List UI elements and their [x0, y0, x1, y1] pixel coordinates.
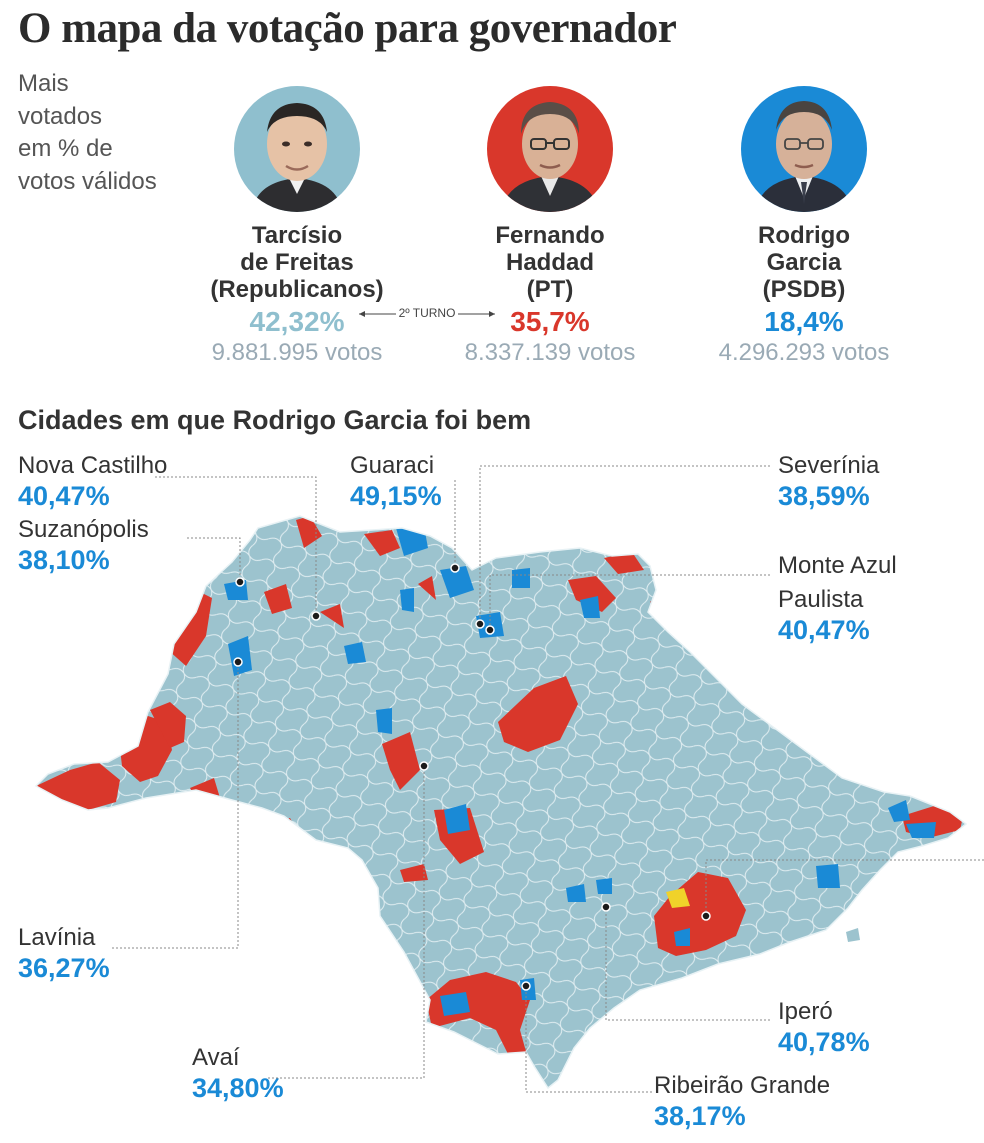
candidate-name: Fernando Haddad (PT)	[420, 222, 680, 303]
candidate-votes: 9.881.995 votos	[211, 339, 383, 366]
name-line: (Republicanos)	[210, 276, 384, 303]
candidate-photo	[487, 86, 613, 212]
city-name: Suzanópolis	[18, 516, 149, 543]
city-label-guaraci: Guaraci 49,15%	[350, 452, 442, 512]
city-name: Monte Azul	[778, 552, 897, 579]
name-line: Tarcísio	[251, 222, 343, 249]
city-value: 38,59%	[778, 481, 870, 511]
city-label-severinia: Severínia 38,59%	[778, 452, 879, 512]
candidate-haddad: Fernando Haddad (PT) 35,7% 8.337.139 vot…	[420, 86, 680, 367]
name-line: de Freitas	[240, 249, 354, 276]
candidate-votes: 8.337.139 votos	[464, 339, 636, 366]
name-line: Haddad	[505, 249, 594, 276]
candidate-percent: 18,4%	[764, 306, 844, 337]
name-line: Rodrigo	[758, 222, 850, 249]
map-area: Nova Castilho 40,47% Guaraci 49,15% Seve…	[0, 440, 984, 1143]
city-value: 38,17%	[654, 1101, 746, 1131]
other-regions	[666, 888, 690, 908]
subtitle-line: em % de	[18, 135, 113, 162]
city-name-line2: Paulista	[778, 586, 864, 613]
city-label-nova-castilho: Nova Castilho 40,47%	[18, 452, 167, 512]
sao-paulo-map	[35, 465, 984, 1093]
city-value: 40,47%	[18, 481, 110, 511]
garcia-regions	[224, 526, 936, 1016]
city-value: 34,80%	[192, 1073, 284, 1103]
city-name: Nova Castilho	[18, 452, 168, 479]
candidate-tarcisio: Tarcísio de Freitas (Republicanos) 42,32…	[167, 86, 427, 367]
name-line: Garcia	[766, 249, 842, 276]
city-label-lavinia: Lavínia 36,27%	[18, 924, 110, 984]
name-line: Fernando	[495, 222, 605, 249]
city-value: 49,15%	[350, 481, 442, 511]
city-name: Ribeirão Grande	[654, 1072, 831, 1099]
page-title: O mapa da votação para governador	[18, 5, 677, 52]
city-value: 36,27%	[18, 953, 110, 983]
second-round-label: 2º TURNO	[395, 306, 459, 320]
city-markers	[233, 563, 711, 991]
candidate-percent: 35,7%	[510, 306, 590, 337]
city-label-ipero: Iperó 40,78%	[778, 998, 870, 1058]
city-name: Guaraci	[350, 452, 435, 479]
city-label-suzanopolis: Suzanópolis 38,10%	[18, 516, 149, 576]
leader-lines	[112, 465, 984, 1093]
candidate-name: Rodrigo Garcia (PSDB)	[674, 222, 934, 303]
city-value: 40,47%	[778, 615, 870, 645]
subtitle-line: Mais	[18, 70, 69, 97]
city-label-ribeirao-grande: Ribeirão Grande 38,17%	[654, 1072, 830, 1132]
candidate-percent: 42,32%	[249, 306, 345, 337]
city-name: Lavínia	[18, 924, 96, 951]
candidate-photo	[741, 86, 867, 212]
second-round-indicator: 2º TURNO	[357, 305, 497, 325]
candidate-name: Tarcísio de Freitas (Republicanos)	[167, 222, 427, 303]
subtitle: Mais votados em % de votos válidos	[18, 68, 193, 198]
city-value: 38,10%	[18, 545, 110, 575]
candidate-votes: 4.296.293 votos	[718, 339, 890, 366]
city-value: 40,78%	[778, 1027, 870, 1057]
subtitle-line: votos válidos	[18, 167, 157, 195]
subtitle-line: votados	[18, 102, 103, 130]
city-name: Avaí	[192, 1044, 240, 1071]
name-line: (PT)	[526, 276, 574, 303]
city-label-monte-azul-paulista: Monte Azul Paulista 40,47%	[778, 552, 897, 646]
map-title: Cidades em que Rodrigo Garcia foi bem	[18, 405, 532, 435]
city-name: Iperó	[778, 998, 833, 1025]
candidate-garcia: Rodrigo Garcia (PSDB) 18,4% 4.296.293 vo…	[674, 86, 934, 367]
candidate-photo	[234, 86, 360, 212]
name-line: (PSDB)	[762, 276, 846, 303]
city-name: Severínia	[778, 452, 880, 479]
city-label-avai: Avaí 34,80%	[192, 1044, 284, 1104]
island	[846, 928, 860, 942]
